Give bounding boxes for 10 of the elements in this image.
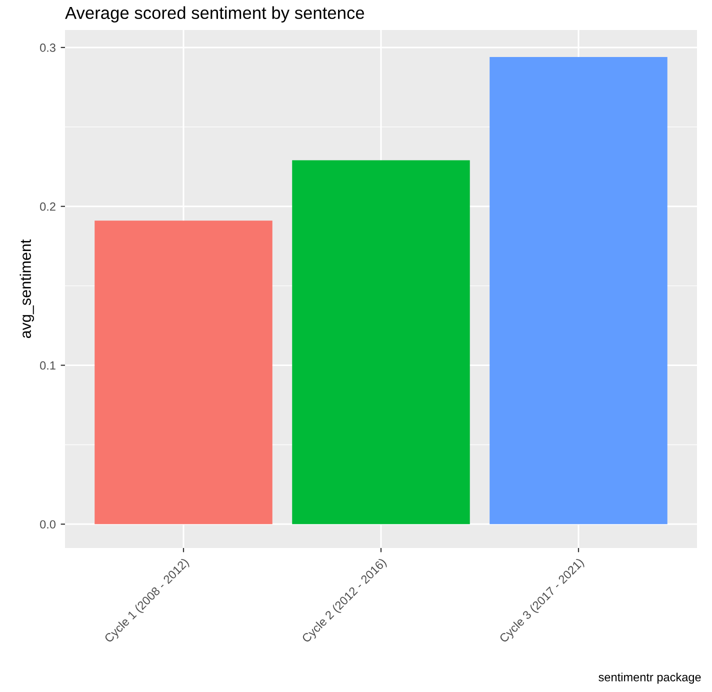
y-tick-label: 0.0 — [40, 520, 56, 529]
y-axis-title: avg_sentiment — [20, 239, 34, 338]
y-tick-label: 0.3 — [40, 44, 56, 52]
text: sentimentr package — [598, 672, 701, 684]
y-tick-label: 0.2 — [40, 202, 56, 211]
bar — [94, 220, 272, 524]
bar — [292, 160, 470, 524]
bar — [490, 57, 668, 524]
y-tick-label: 0.1 — [40, 361, 56, 370]
chart-title: Average scored sentiment by sentence — [65, 6, 364, 22]
